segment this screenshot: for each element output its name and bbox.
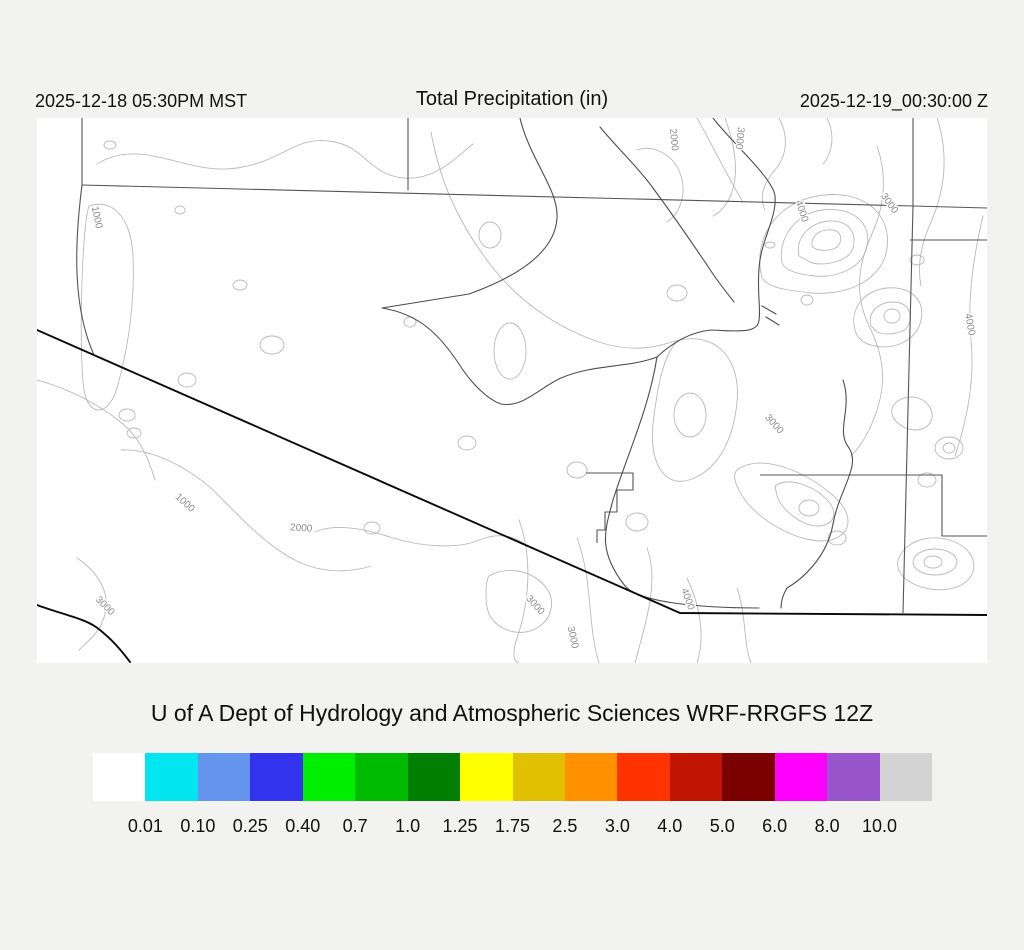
contour-label: 4000 [678,587,696,612]
legend-tick-label: 0.25 [232,816,268,836]
legend-tick-label: 1.0 [395,816,421,836]
contour-label: 4000 [793,199,810,224]
river-lines [381,118,854,609]
legend-swatch [355,753,408,801]
contour-label: 2000 [667,128,680,152]
contour-label-group: 1000 1000 2000 2000 3000 4000 3000 4000 … [87,125,978,651]
legend-swatch [722,753,775,801]
legend-tick-label: 0.01 [127,816,163,836]
legend-tick-label: 1.75 [494,816,531,836]
legend-tick-label: 0.10 [180,816,216,836]
legend-tick-label: 8.0 [814,816,840,836]
legend-tick-label: 6.0 [762,816,788,836]
map-canvas: 1000 1000 2000 2000 3000 4000 3000 4000 … [37,118,987,663]
legend-tick-label: 10.0 [862,816,898,836]
precip-colorbar [93,753,932,801]
coastline [37,604,131,663]
legend-tick-label: 2.5 [552,816,578,836]
legend-swatch [512,753,565,801]
legend-swatch [564,753,618,801]
contour-label: 2000 [290,522,313,535]
legend-swatch [617,753,670,801]
contour-label: 3000 [523,593,546,617]
legend-tick-label: 3.0 [604,816,630,836]
legend-swatch [879,753,932,801]
page-title: Total Precipitation (in) [415,88,609,110]
legend-swatch [302,753,356,801]
valid-timestamp: 2025-12-19_00:30:00 Z [799,91,988,111]
contour-label: 3000 [762,412,785,436]
contour-lines [37,118,984,663]
legend-swatch [145,753,198,801]
contour-label: 1000 [89,205,104,229]
legend-swatch [197,753,251,801]
contour-map-svg: 1000 1000 2000 2000 3000 4000 3000 4000 … [37,118,987,663]
legend-tick-label: 1.25 [442,816,478,836]
model-attribution-title: U of A Dept of Hydrology and Atmospheric… [150,700,874,726]
legend-swatch [827,753,880,801]
legend-tick-label: 4.0 [657,816,683,836]
legend-tick-label: 0.40 [285,816,321,836]
legend-swatch [93,753,146,801]
mexico-border-line [37,329,987,616]
legend-swatch [669,753,723,801]
precip-colorbar-labels: 0.01 0.10 0.25 0.40 0.7 1.0 1.25 1.75 2.5 3.0 4.0 5… [0,816,1024,840]
contour-label: 4000 [962,313,977,337]
contour-label: 3000 [565,625,580,649]
legend-tick-label: 5.0 [709,816,735,836]
contour-label: 1000 [173,492,197,515]
init-timestamp: 2025-12-18 05:30PM MST [35,91,248,111]
legend-swatch [407,753,461,801]
legend-swatch [774,753,828,801]
legend-swatch [250,753,303,801]
legend-swatch [460,753,513,801]
contour-label: 3000 [733,127,746,151]
legend-tick-label: 0.7 [342,816,368,836]
state-border-lines [76,118,987,614]
